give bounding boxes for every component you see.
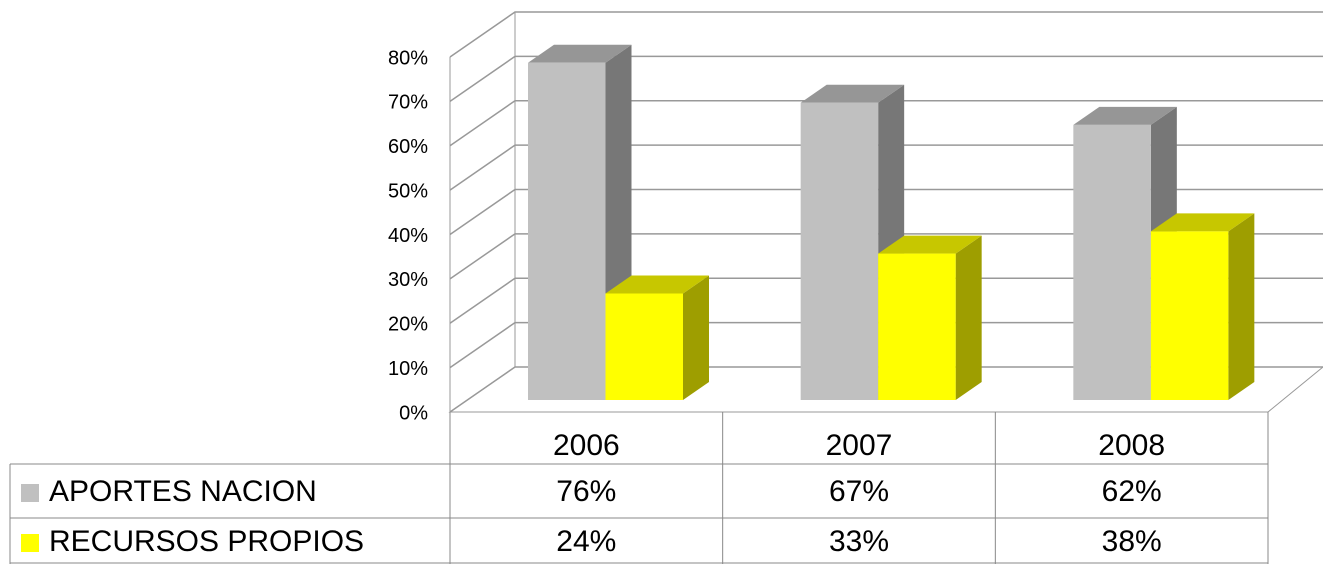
grid-line [449,366,1323,413]
y-tick-label: 80% [388,47,428,69]
y-tick-label: 20% [388,314,428,336]
data-label: 24% [556,525,616,558]
legend-swatch [21,484,39,502]
grid-line [449,321,1323,369]
legend-swatch [21,534,39,552]
bar [605,293,683,400]
y-tick-label: 50% [388,180,428,202]
y-tick-label: 30% [388,269,428,291]
data-label: 76% [556,475,616,508]
bar-side [683,275,709,400]
bar [1150,231,1229,400]
bar-side [955,235,982,400]
bar [878,253,956,400]
y-tick-label: 0% [399,402,428,424]
x-tick-label: 2007 [826,429,893,462]
legend-label: RECURSOS PROPIOS [49,525,364,558]
bar-top [605,275,709,294]
grid-line [449,188,1323,236]
grid-line [449,233,1323,280]
grid-line [449,277,1323,324]
data-label: 33% [829,525,889,558]
data-label: 67% [829,475,889,508]
bar-top [1150,213,1255,232]
legend-label: APORTES NACION [49,475,317,508]
bar [800,102,879,400]
bar-top [800,84,905,103]
data-label: 38% [1102,525,1162,558]
y-tick-label: 60% [388,136,428,158]
bar-top [878,235,982,254]
x-tick-label: 2008 [1098,429,1165,462]
bar-top [528,44,632,63]
x-tick-label: 2006 [553,429,620,462]
data-label: 62% [1102,475,1162,508]
bar [1073,124,1151,400]
grid-line [449,11,1323,58]
grid-line [449,55,1323,102]
grid-line [449,144,1323,191]
bar-side [1228,213,1255,400]
grid-line [449,100,1323,147]
y-tick-label: 40% [388,225,428,247]
bar [528,62,606,400]
y-tick-label: 10% [388,358,428,380]
bar-top [1073,106,1177,125]
y-tick-label: 70% [388,92,428,114]
